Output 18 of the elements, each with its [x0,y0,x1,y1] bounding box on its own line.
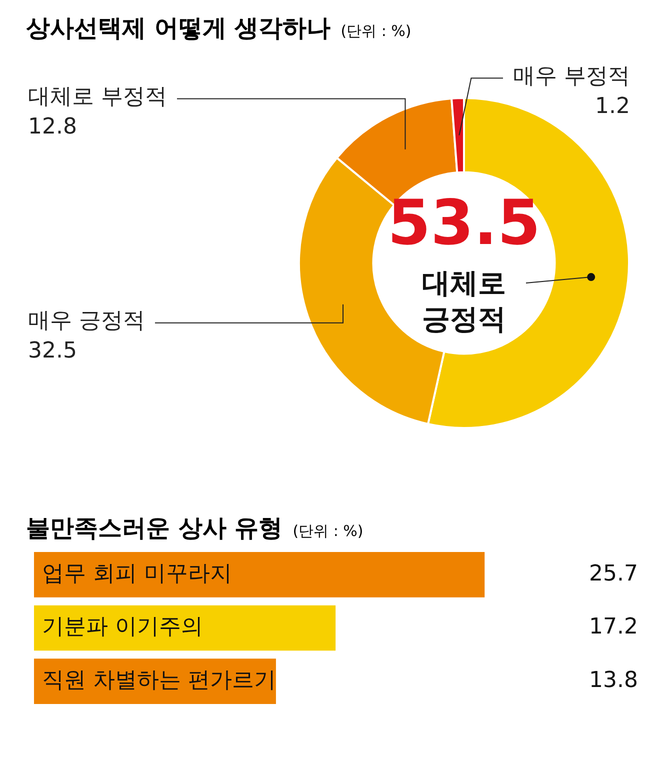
y-tick-label: 직원 차별하는 편가르기 [42,668,276,694]
y-tick-label: 업무 회피 미꾸라지 [42,561,232,586]
data-label: 17.2 [589,614,638,640]
slice-label: 대체로 부정적 [28,84,167,110]
data-label: 1.2 [595,94,630,119]
data-label: 53.5 [388,186,540,260]
slice-label: 매우 긍정적 [28,308,145,334]
chart-title: 불만족스러운 상사 유형 [26,514,283,542]
chart-subtitle: (단위 : %) [340,22,412,40]
data-label: 25.7 [589,561,638,586]
y-tick-label: 기분파 이기주의 [42,614,203,640]
chart-subtitle: (단위 : %) [292,522,364,540]
data-label: 32.5 [28,338,77,364]
data-label: 12.8 [28,114,77,140]
chart-title: 상사선택제 어떻게 생각하나 [26,14,331,42]
slice-label: 대체로 긍정적 [422,266,506,336]
data-label: 13.8 [589,668,638,694]
slice-label: 매우 부정적 [513,64,630,89]
